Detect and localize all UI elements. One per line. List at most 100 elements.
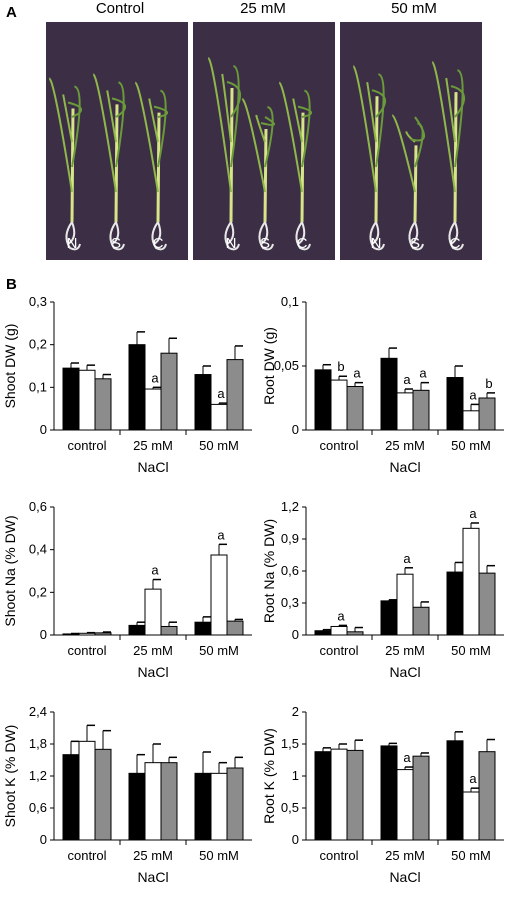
significance-label: a: [353, 366, 361, 381]
leaf-shape: [297, 105, 312, 118]
bar: [396, 392, 414, 431]
bar: [446, 571, 464, 636]
x-tick-label: control: [319, 438, 358, 453]
root-shape: [224, 221, 240, 251]
x-axis-label: NaCl: [389, 869, 420, 885]
plant-label-n: N: [225, 235, 237, 252]
y-tick-label: 2: [292, 704, 299, 719]
root-shape: [151, 221, 167, 251]
y-tick-label: 0,6: [29, 800, 47, 815]
y-tick-label: 0: [40, 627, 47, 642]
plant-photo-control: N S C: [46, 22, 188, 260]
panel-letter-b: B: [6, 276, 17, 293]
y-tick-label: 0: [292, 422, 299, 437]
x-tick-label: 25 mM: [133, 643, 173, 658]
leaf-shape: [92, 73, 117, 193]
leaf-shape: [62, 94, 73, 143]
bar: [78, 740, 96, 841]
bar: [226, 359, 244, 431]
plant-label-s: S: [409, 235, 420, 252]
leaf-shape: [450, 85, 465, 118]
panel-letter-a: A: [6, 4, 17, 21]
plant-photo-25mm: N S C: [193, 22, 335, 260]
y-tick-label: 0,1: [281, 294, 299, 309]
bar: [160, 625, 178, 636]
bar: [128, 772, 146, 841]
bar: [62, 367, 80, 431]
x-axis-label: NaCl: [137, 664, 168, 680]
bar: [160, 762, 178, 841]
bar: [380, 600, 398, 636]
bar: [346, 385, 364, 431]
bar: [314, 630, 332, 636]
x-tick-label: 25 mM: [385, 643, 425, 658]
bar: [380, 357, 398, 431]
leaf-shape: [221, 73, 232, 143]
bar: [194, 772, 212, 841]
x-tick-label: 25 mM: [385, 848, 425, 863]
leaf-shape: [106, 90, 117, 143]
bar: [160, 352, 178, 431]
stem-shape: [263, 128, 268, 223]
leaf-shape: [445, 77, 456, 143]
bar: [128, 624, 146, 636]
leaf-shape: [207, 57, 232, 193]
leaf-shape: [153, 105, 168, 118]
y-tick-label: 0,3: [29, 294, 47, 309]
x-tick-label: 50 mM: [451, 438, 491, 453]
y-tick-label: 1,2: [29, 768, 47, 783]
y-tick-label: 1,8: [29, 736, 47, 751]
significance-label: a: [419, 366, 427, 381]
leaf-shape: [260, 116, 275, 126]
plant-label-c: C: [296, 235, 308, 252]
root-shape: [109, 221, 125, 251]
plants-illustration: [207, 57, 312, 251]
leaf-shape: [241, 98, 266, 193]
stem-shape: [156, 112, 161, 223]
bar: [478, 572, 496, 636]
x-tick-label: 50 mM: [451, 643, 491, 658]
x-axis-label: NaCl: [137, 869, 168, 885]
x-tick-label: 50 mM: [199, 438, 239, 453]
plants-illustration: [352, 61, 465, 251]
bar: [210, 772, 228, 841]
y-tick-label: 0,2: [29, 337, 47, 352]
bar: [412, 389, 430, 431]
bar: [446, 377, 464, 431]
plant-label-c: C: [152, 235, 164, 252]
bar: [478, 751, 496, 841]
y-axis-label: Root DW (g): [261, 327, 277, 405]
leaf-shape: [226, 81, 241, 118]
stem-shape: [413, 145, 418, 223]
y-tick-label: 0,9: [281, 531, 299, 546]
plant-label-s: S: [259, 235, 270, 252]
leaf-shape: [48, 77, 73, 193]
x-tick-label: 50 mM: [199, 643, 239, 658]
bar: [62, 754, 80, 841]
bar: [128, 344, 146, 431]
y-axis-label: Shoot K (% DW): [2, 725, 18, 828]
x-tick-label: 50 mM: [451, 848, 491, 863]
significance-label: a: [403, 372, 411, 387]
significance-label: a: [217, 386, 225, 401]
leaf-shape: [391, 114, 416, 193]
y-tick-label: 1,5: [281, 736, 299, 751]
bar: [78, 632, 96, 636]
bar: [330, 748, 348, 841]
bar: [412, 606, 430, 636]
bar: [330, 379, 348, 431]
leaf-shape: [375, 73, 385, 168]
x-axis-label: NaCl: [389, 459, 420, 475]
x-tick-label: control: [67, 438, 106, 453]
leaf-shape: [255, 114, 266, 143]
leaf-shape: [148, 98, 159, 143]
bar: [226, 767, 244, 841]
photo-title-control: Control: [95, 0, 145, 17]
leaf-shape: [230, 65, 240, 168]
bar: [210, 403, 228, 431]
significance-label: a: [403, 750, 411, 765]
leaf-shape: [292, 98, 303, 143]
plant-label-c: C: [449, 235, 461, 252]
y-tick-label: 0,3: [281, 595, 299, 610]
y-tick-label: 0: [292, 832, 299, 847]
